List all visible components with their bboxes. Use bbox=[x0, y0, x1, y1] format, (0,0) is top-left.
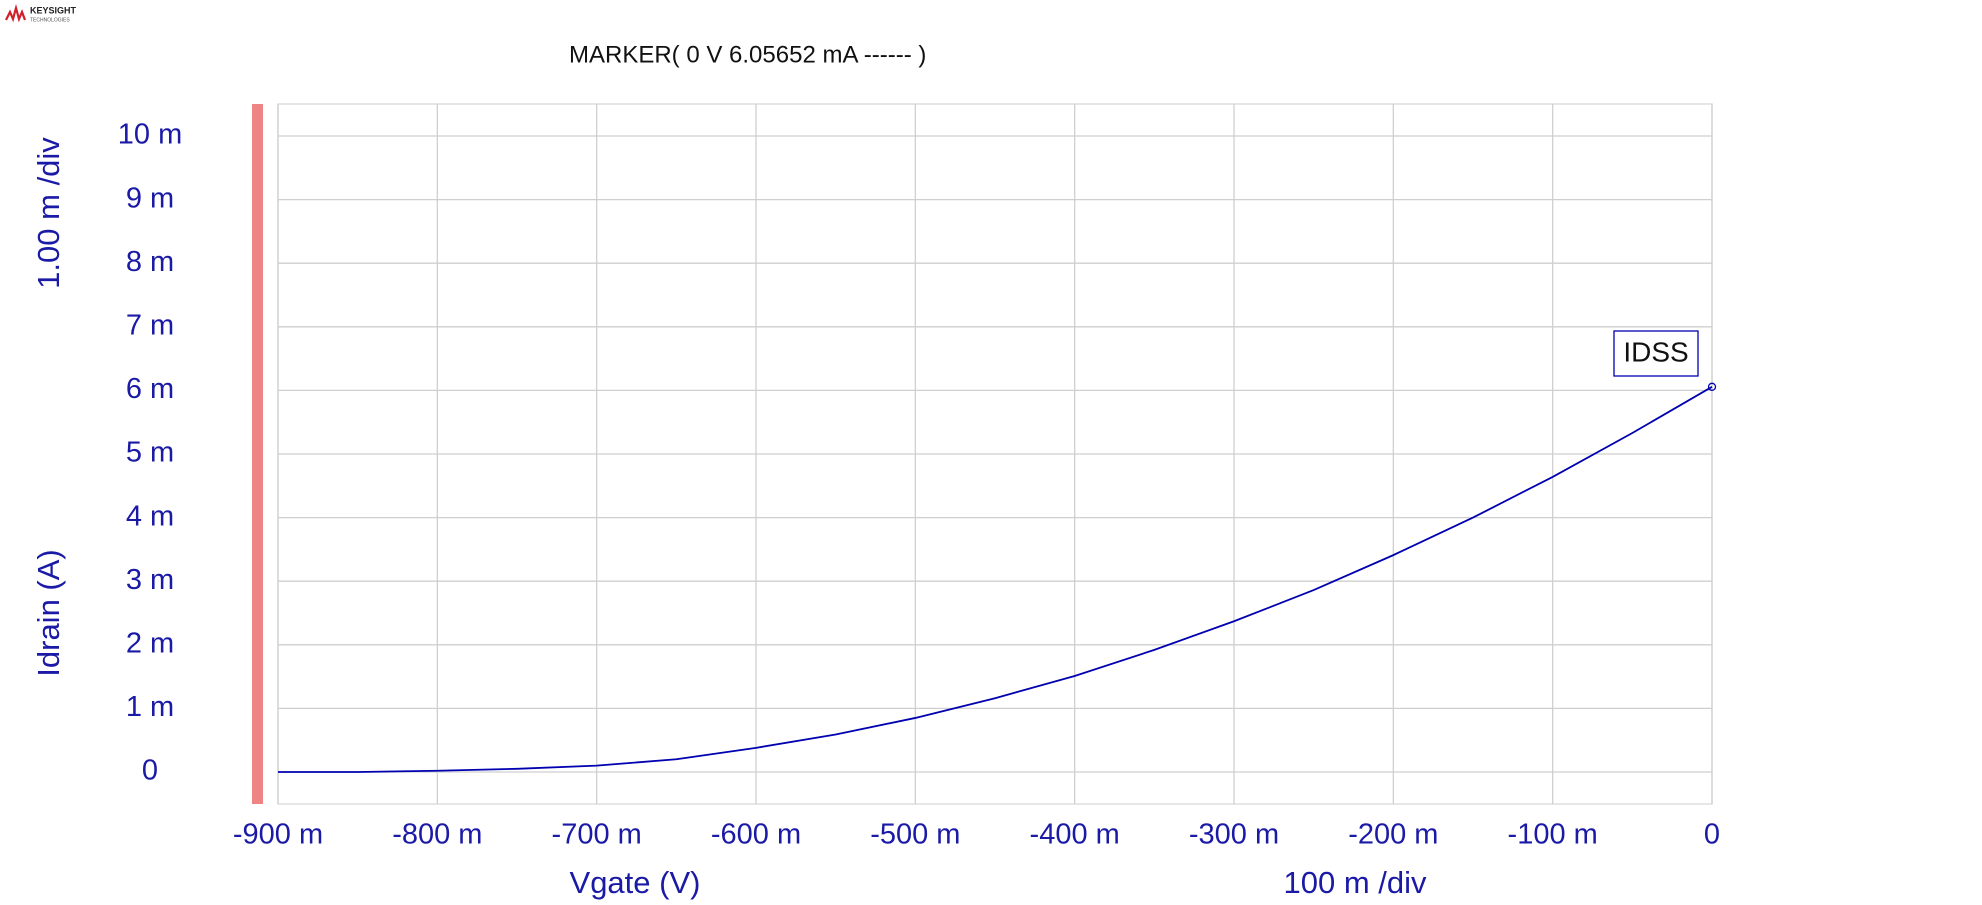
y-tick-label: 5 m bbox=[126, 437, 174, 469]
y-tick-label: 8 m bbox=[126, 246, 174, 278]
y-tick-label: 9 m bbox=[126, 182, 174, 214]
legend-box bbox=[1613, 330, 1699, 377]
marker-readout: MARKER( 0 V 6.05652 mA ------ ) bbox=[569, 41, 926, 68]
x-tick-label: -900 m bbox=[233, 819, 323, 851]
x-tick-label: 0 bbox=[1704, 819, 1720, 851]
x-axis-label: Vgate (V) bbox=[570, 865, 701, 900]
x-scale-label: 100 m /div bbox=[1283, 865, 1427, 900]
brand-sub: TECHNOLOGIES bbox=[30, 17, 70, 23]
y-tick-label: 3 m bbox=[126, 564, 174, 596]
y-tick-label: 7 m bbox=[126, 309, 174, 341]
y-tick-label: 2 m bbox=[126, 627, 174, 659]
y-tick-label: 1 m bbox=[126, 691, 174, 723]
x-tick-label: -400 m bbox=[1030, 819, 1120, 851]
brand: KEYSIGHT bbox=[30, 5, 77, 15]
x-tick-label: -100 m bbox=[1508, 819, 1598, 851]
y-axis-label: Idrain (A) bbox=[31, 549, 66, 676]
x-tick-label: -500 m bbox=[870, 819, 960, 851]
marker-point bbox=[1707, 382, 1717, 391]
legend-label: IDSS bbox=[1623, 336, 1688, 367]
scale-bar bbox=[252, 104, 263, 804]
y-tick-label: 10 m bbox=[118, 119, 182, 151]
logo-icon bbox=[5, 3, 27, 23]
y-tick-label: 6 m bbox=[126, 373, 174, 405]
x-tick-label: -300 m bbox=[1189, 819, 1279, 851]
line bbox=[278, 386, 1713, 773]
logo: KEYSIGHT TECHNOLOGIES bbox=[5, 3, 77, 23]
x-tick-label: -600 m bbox=[711, 819, 801, 851]
plot: 0 1 m 2 m 3 m 4 m 5 m 6 m 7 m 8 m 9 m 10 m -900 m -8… bbox=[118, 104, 1720, 851]
y-tick-label: 0 bbox=[142, 755, 158, 787]
x-tick-label: -700 m bbox=[552, 819, 642, 851]
y-scale-label: 1.00 m /div bbox=[31, 137, 66, 289]
x-tick-label: -800 m bbox=[392, 819, 482, 851]
y-tick-label: 4 m bbox=[126, 500, 174, 532]
x-tick-label: -200 m bbox=[1348, 819, 1438, 851]
